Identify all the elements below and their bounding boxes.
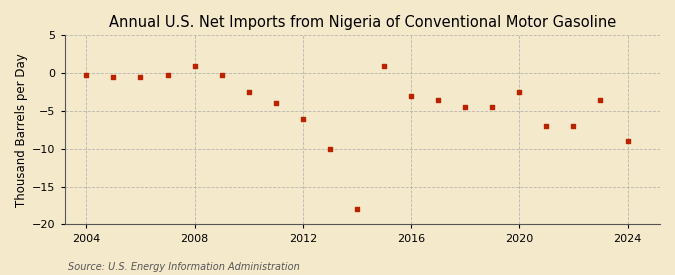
- Point: [541, 124, 551, 128]
- Point: [298, 116, 308, 121]
- Point: [325, 147, 335, 151]
- Point: [595, 97, 606, 102]
- Point: [352, 207, 362, 211]
- Point: [622, 139, 633, 144]
- Point: [189, 64, 200, 68]
- Point: [135, 75, 146, 79]
- Point: [379, 64, 389, 68]
- Text: Source: U.S. Energy Information Administration: Source: U.S. Energy Information Administ…: [68, 262, 299, 272]
- Y-axis label: Thousand Barrels per Day: Thousand Barrels per Day: [15, 53, 28, 207]
- Point: [81, 73, 92, 78]
- Point: [487, 105, 497, 109]
- Point: [514, 90, 524, 94]
- Point: [108, 75, 119, 79]
- Title: Annual U.S. Net Imports from Nigeria of Conventional Motor Gasoline: Annual U.S. Net Imports from Nigeria of …: [109, 15, 616, 30]
- Point: [243, 90, 254, 94]
- Point: [271, 101, 281, 106]
- Point: [433, 97, 443, 102]
- Point: [216, 73, 227, 77]
- Point: [406, 94, 416, 98]
- Point: [162, 73, 173, 77]
- Point: [568, 124, 578, 128]
- Point: [460, 105, 470, 109]
